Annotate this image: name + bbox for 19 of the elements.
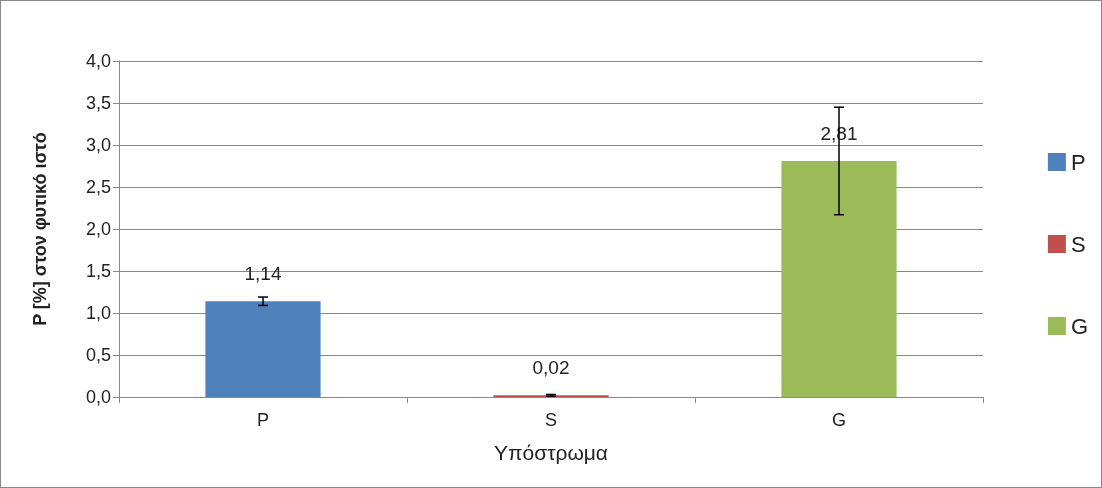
y-tick-label: 1,0 (85, 303, 111, 323)
legend-label: S (1070, 231, 1086, 257)
y-tick-label: 2,0 (85, 219, 111, 239)
y-tick-label: 4,0 (85, 51, 111, 71)
x-tick-label: P (256, 410, 270, 430)
x-tick-label: G (831, 410, 847, 430)
legend-label: G (1070, 313, 1089, 339)
data-label: 0,02 (532, 357, 570, 379)
x-tick-label: S (544, 410, 558, 430)
y-tick-label: 3,0 (85, 135, 111, 155)
legend-label: P (1070, 149, 1086, 175)
y-tick-label: 0,0 (85, 387, 111, 407)
x-axis-title: Υπόστρωμα (493, 441, 609, 464)
y-tick-label: 1,5 (85, 261, 111, 281)
y-tick-label: 0,5 (85, 345, 111, 365)
y-tick-label: 3,5 (85, 93, 111, 113)
y-tick-label: 2,5 (85, 177, 111, 197)
data-label: 1,14 (244, 263, 282, 285)
y-axis-title: P [%] στον φυτικό ιστό (30, 132, 50, 326)
